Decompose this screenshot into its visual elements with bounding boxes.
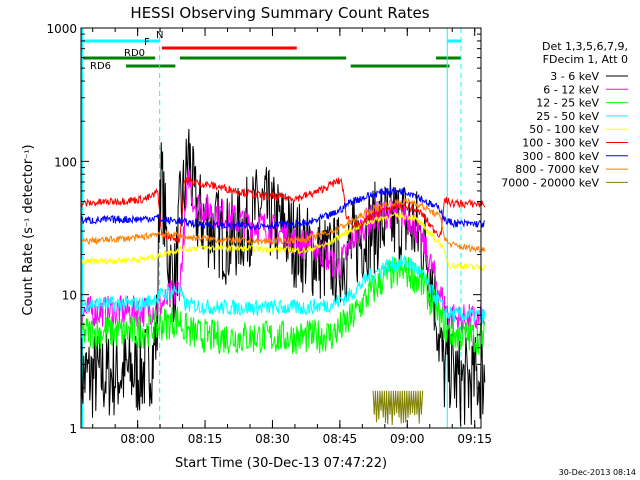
- y-tick-label: 1: [69, 422, 77, 436]
- plot-frame: [80, 27, 482, 429]
- legend-label: 800 - 7000 keV: [515, 163, 599, 176]
- flag-label-rd6: RD6: [90, 61, 111, 72]
- series-line-8: [372, 390, 424, 426]
- legend-label: 6 - 12 keV: [543, 83, 599, 96]
- series-line-5: [80, 176, 486, 244]
- legend-label: 50 - 100 keV: [529, 123, 599, 136]
- legend-header: FDecim 1, Att 0: [543, 53, 628, 66]
- flag-label-rd0: RD0: [124, 48, 145, 59]
- series-line-2: [80, 256, 486, 355]
- series-line-3: [80, 254, 486, 324]
- legend-header: Det 1,3,5,6,7,9,: [542, 40, 628, 53]
- x-tick-label: 08:00: [120, 432, 155, 446]
- series-line-6: [80, 186, 486, 232]
- legend-label: 100 - 300 keV: [522, 137, 599, 150]
- chart-title: HESSI Observing Summary Count Rates: [130, 4, 429, 22]
- x-tick-label: 08:15: [188, 432, 223, 446]
- x-axis-label: Start Time (30-Dec-13 07:47:22): [175, 456, 387, 471]
- flag-label-f: F: [144, 37, 150, 48]
- series-line-7: [80, 197, 486, 253]
- flag-label-n: N: [156, 30, 163, 41]
- legend-label: 7000 - 20000 keV: [501, 176, 599, 189]
- x-tick-label: 09:15: [457, 432, 492, 446]
- axes: 08:00 08:15 08:30 08:45 09:00 09:15 1 10 100 1000: [46, 22, 492, 446]
- timestamp: 30-Dec-2013 08:14: [559, 468, 636, 477]
- y-tick-label: 100: [54, 155, 77, 169]
- x-tick-label: 09:00: [390, 432, 425, 446]
- legend: Det 1,3,5,6,7,9,FDecim 1, Att 0 3 - 6 keV…: [501, 40, 628, 189]
- x-tick-label: 08:45: [323, 432, 358, 446]
- series-line-4: [80, 212, 486, 273]
- y-axis-label: Count Rate (s⁻¹ detector⁻¹): [21, 144, 36, 315]
- series-group: [80, 128, 486, 427]
- legend-label: 12 - 25 keV: [536, 97, 599, 110]
- y-tick-label: 10: [62, 289, 77, 303]
- x-tick-label: 08:30: [255, 432, 290, 446]
- legend-label: 300 - 800 keV: [522, 150, 599, 163]
- legend-label: 3 - 6 keV: [550, 70, 599, 83]
- y-tick-label: 1000: [46, 22, 77, 36]
- legend-label: 25 - 50 keV: [536, 110, 599, 123]
